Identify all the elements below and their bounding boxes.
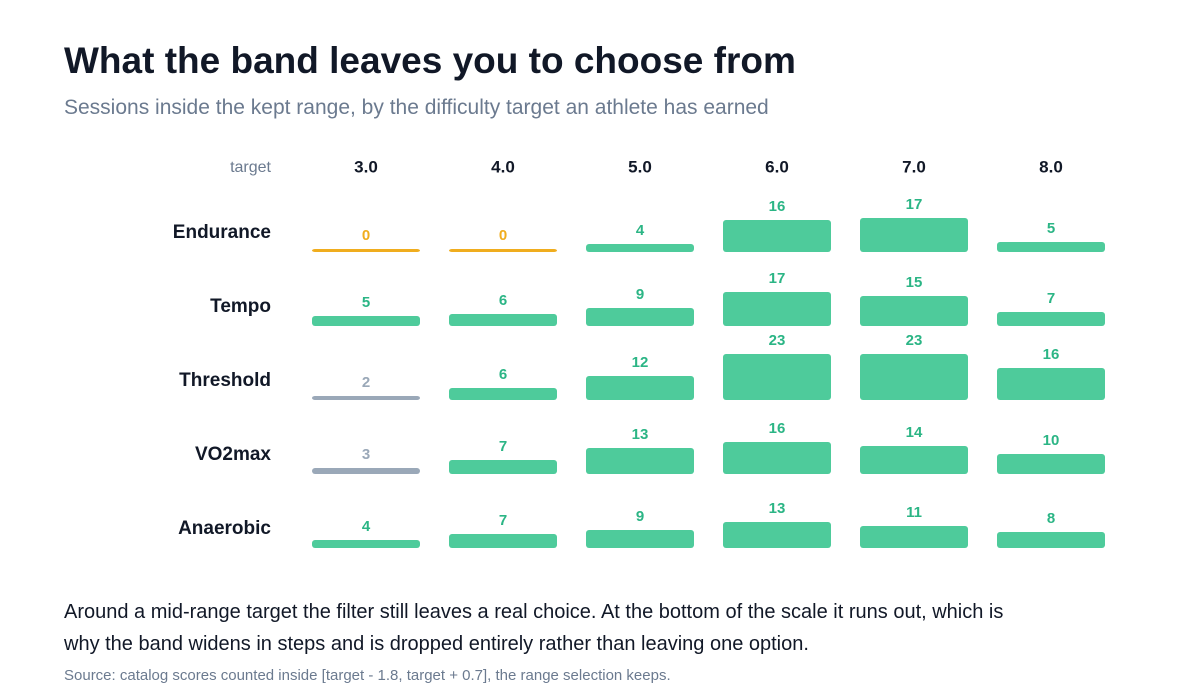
column-label: 7.0 (902, 157, 926, 176)
bar (997, 368, 1105, 400)
bar (586, 448, 694, 474)
bar (997, 312, 1105, 326)
bar (723, 522, 831, 548)
bar (860, 446, 968, 474)
value-label: 7 (499, 438, 507, 455)
value-label: 7 (499, 512, 507, 529)
bar (860, 526, 968, 548)
bar (997, 532, 1105, 548)
column-label: 3.0 (354, 157, 378, 176)
bar (586, 244, 694, 252)
value-label: 12 (632, 354, 649, 371)
chart: target 3.0 4.0 5.0 6.0 7.0 8.0 Endurance 0 0 4 16 1… (173, 157, 1105, 548)
bar (860, 296, 968, 326)
column-label: 4.0 (491, 157, 515, 176)
value-label: 17 (906, 196, 923, 213)
value-label: 10 (1043, 432, 1060, 449)
bar (449, 388, 557, 400)
bar (586, 530, 694, 548)
bar (312, 316, 420, 326)
bar (723, 354, 831, 400)
chart-subtitle: Sessions inside the kept range, by the d… (64, 96, 769, 119)
bar (312, 540, 420, 548)
value-label: 9 (636, 508, 644, 525)
value-label: 3 (362, 446, 370, 463)
row-label: Endurance (173, 222, 271, 243)
value-label: 7 (1047, 290, 1055, 307)
row-label: Tempo (210, 296, 271, 317)
bar (723, 442, 831, 474)
row-label: Threshold (179, 370, 271, 391)
column-label: 6.0 (765, 157, 789, 176)
bar (997, 242, 1105, 252)
column-label: 5.0 (628, 157, 652, 176)
chart-note: Around a mid-range target the filter sti… (64, 601, 1004, 655)
value-label: 5 (1047, 220, 1055, 237)
bar (586, 308, 694, 326)
chart-source: Source: catalog scores counted inside [t… (64, 667, 671, 684)
value-label: 13 (632, 426, 649, 443)
chart-title: What the band leaves you to choose from (64, 40, 796, 81)
value-label: 16 (769, 198, 786, 215)
value-label: 11 (906, 504, 922, 521)
value-label: 6 (499, 366, 507, 383)
bar (449, 249, 557, 252)
bar (449, 314, 557, 326)
value-label: 2 (362, 374, 370, 391)
bar (312, 249, 420, 252)
bar (312, 468, 420, 474)
value-label: 23 (906, 332, 923, 349)
bar (860, 218, 968, 252)
x-axis-label: target (230, 159, 271, 176)
value-label: 6 (499, 292, 507, 309)
bar (449, 460, 557, 474)
bar (997, 454, 1105, 474)
value-label: 0 (499, 227, 507, 244)
value-label: 23 (769, 332, 786, 349)
row-label: VO2max (195, 444, 271, 465)
bar (586, 376, 694, 400)
value-label: 5 (362, 294, 370, 311)
value-label: 4 (636, 222, 645, 239)
value-label: 9 (636, 286, 644, 303)
value-label: 15 (906, 274, 923, 291)
value-label: 13 (769, 500, 786, 517)
bar (312, 396, 420, 400)
value-label: 0 (362, 227, 370, 244)
row-label: Anaerobic (178, 518, 271, 539)
value-label: 16 (769, 420, 786, 437)
bar (860, 354, 968, 400)
value-label: 8 (1047, 510, 1055, 527)
value-label: 16 (1043, 346, 1060, 363)
bar (723, 292, 831, 326)
value-label: 17 (769, 270, 786, 287)
value-label: 14 (906, 424, 923, 441)
value-label: 4 (362, 518, 371, 535)
bar (723, 220, 831, 252)
bar (449, 534, 557, 548)
column-label: 8.0 (1039, 157, 1063, 176)
